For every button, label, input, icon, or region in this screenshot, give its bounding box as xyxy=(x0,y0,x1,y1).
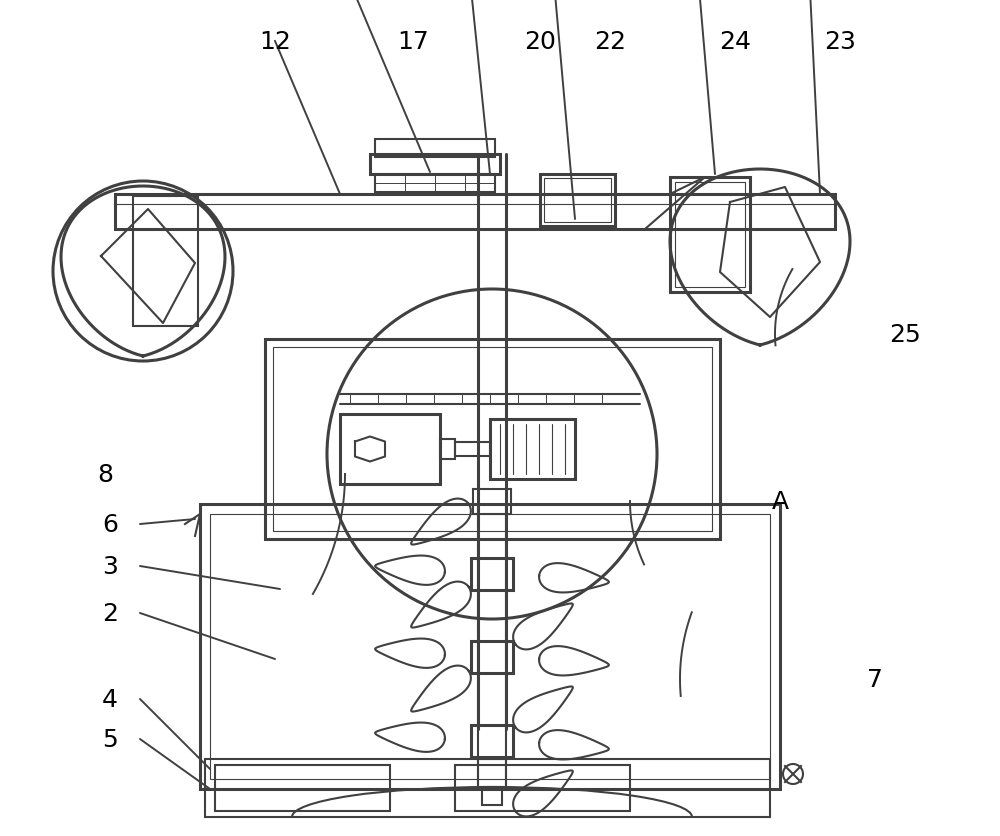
Text: 23: 23 xyxy=(824,30,856,54)
Bar xyxy=(544,179,611,222)
Bar xyxy=(133,196,198,327)
Text: 8: 8 xyxy=(97,462,113,487)
Text: A: A xyxy=(771,489,789,513)
Text: 12: 12 xyxy=(259,30,291,54)
Bar xyxy=(455,442,490,456)
Bar xyxy=(265,339,720,539)
Bar xyxy=(370,155,500,175)
Bar xyxy=(440,440,455,460)
Text: 6: 6 xyxy=(102,512,118,537)
Text: 20: 20 xyxy=(524,30,556,54)
Bar xyxy=(478,759,506,787)
Bar xyxy=(205,759,770,817)
Bar xyxy=(471,558,513,590)
Bar xyxy=(210,514,770,779)
Bar xyxy=(115,195,835,230)
Bar xyxy=(471,725,513,757)
Bar xyxy=(375,140,495,158)
Bar xyxy=(471,641,513,673)
Bar xyxy=(375,175,495,193)
Text: 22: 22 xyxy=(594,30,626,54)
Bar xyxy=(215,765,390,811)
Bar xyxy=(670,178,750,293)
Bar xyxy=(340,415,440,484)
Bar xyxy=(540,175,615,227)
Text: 17: 17 xyxy=(397,30,429,54)
Text: 4: 4 xyxy=(102,687,118,711)
Bar xyxy=(455,765,630,811)
Text: 5: 5 xyxy=(102,727,118,751)
Text: 2: 2 xyxy=(102,601,118,625)
Bar xyxy=(482,787,502,805)
Bar xyxy=(473,489,511,514)
Text: 7: 7 xyxy=(867,667,883,691)
Text: 25: 25 xyxy=(889,323,921,347)
Bar xyxy=(273,348,712,532)
Text: 24: 24 xyxy=(719,30,751,54)
Text: 3: 3 xyxy=(102,554,118,579)
Bar xyxy=(490,420,575,479)
Bar xyxy=(200,504,780,789)
Bar xyxy=(675,183,745,288)
